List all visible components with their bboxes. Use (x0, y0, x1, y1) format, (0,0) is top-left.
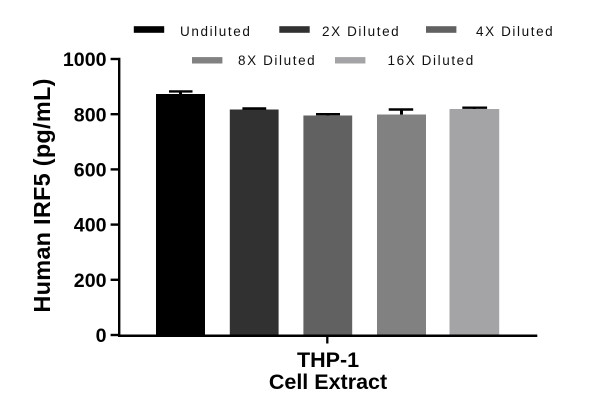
svg-text:1000: 1000 (63, 49, 107, 71)
svg-text:Cell Extract: Cell Extract (269, 370, 387, 394)
svg-text:Undiluted: Undiluted (180, 24, 251, 39)
svg-text:THP-1: THP-1 (297, 348, 359, 372)
svg-text:4X Diluted: 4X Diluted (476, 24, 554, 39)
svg-text:Human IRF5 (pg/mL): Human IRF5 (pg/mL) (29, 78, 55, 312)
svg-text:8X Diluted: 8X Diluted (238, 53, 316, 68)
svg-text:200: 200 (74, 270, 107, 292)
svg-text:0: 0 (96, 325, 107, 347)
svg-text:600: 600 (74, 160, 107, 182)
svg-text:2X Diluted: 2X Diluted (322, 24, 400, 39)
svg-text:400: 400 (74, 215, 107, 237)
svg-text:800: 800 (74, 104, 107, 126)
svg-text:16X Diluted: 16X Diluted (388, 53, 475, 68)
